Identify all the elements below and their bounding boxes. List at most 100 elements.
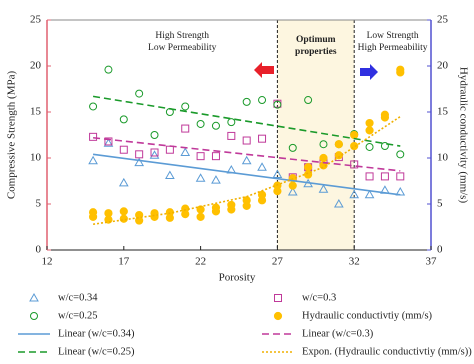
marker [257, 162, 267, 171]
marker [181, 102, 190, 111]
marker [227, 200, 236, 210]
marker [118, 177, 129, 187]
left-arrow [254, 62, 274, 78]
marker [165, 170, 175, 179]
y-tick-label: 5 [36, 198, 42, 210]
y-tick-label: 10 [30, 152, 42, 164]
marker [211, 175, 221, 184]
marker [211, 152, 220, 161]
marker [287, 187, 298, 196]
marker [288, 143, 297, 152]
region-label: properties [295, 47, 337, 57]
marker [304, 163, 313, 172]
marker [258, 96, 267, 105]
y-tick-label: 0 [36, 244, 42, 256]
marker [380, 142, 389, 151]
x-tick-label: 17 [118, 256, 130, 268]
legend-label: w/c=0.3 [302, 292, 336, 303]
marker [88, 208, 98, 217]
legend-label: Linear (w/c=0.34) [58, 328, 135, 339]
marker [195, 173, 206, 182]
marker [119, 145, 128, 154]
x-tick-label: 22 [195, 256, 206, 268]
y2-tick-label: 15 [437, 106, 449, 118]
marker [227, 118, 236, 127]
x-tick-label: 37 [426, 256, 438, 268]
marker [396, 65, 405, 74]
y2-tick-label: 5 [437, 198, 443, 210]
annotation: High Permeability [358, 43, 428, 53]
marker [395, 187, 406, 196]
trend-line [92, 95, 401, 147]
marker [365, 142, 374, 151]
marker [396, 172, 405, 181]
marker [119, 115, 128, 124]
marker [135, 150, 144, 159]
marker [211, 121, 220, 130]
legend-marker [29, 292, 39, 302]
legend-marker [30, 312, 38, 320]
marker [89, 102, 98, 111]
y2-axis-title: Hydraulic conductivity (mm/s) [457, 67, 469, 204]
marker [273, 100, 282, 109]
marker [350, 130, 359, 140]
marker [396, 150, 405, 159]
legend-label: Hydraulic conductivtiy (mm/s) [302, 310, 433, 321]
y2-tick-label: 10 [437, 152, 449, 164]
marker [241, 155, 252, 165]
legend-marker [274, 294, 282, 302]
optimum-region [277, 20, 355, 250]
legend-label: Linear (w/c=0.3) [302, 328, 374, 339]
y2-tick-label: 0 [437, 244, 443, 256]
marker [119, 207, 128, 216]
x-tick-label: 32 [349, 256, 360, 268]
x-axis-title: Porosity [219, 272, 256, 284]
marker [319, 153, 328, 163]
annotation: High Strength [155, 31, 209, 41]
marker [134, 157, 145, 167]
marker [365, 126, 374, 135]
marker [318, 184, 329, 193]
y2-tick-label: 20 [437, 60, 449, 72]
marker [103, 138, 114, 147]
marker [211, 203, 221, 212]
marker [350, 160, 359, 169]
y-tick-label: 20 [30, 60, 42, 72]
trend-line [92, 153, 401, 196]
legend-label: Linear (w/c=0.25) [58, 346, 135, 357]
marker [333, 198, 344, 208]
marker [104, 209, 113, 218]
legend-marker [273, 311, 283, 321]
marker [104, 65, 113, 74]
marker [272, 169, 283, 179]
marker [304, 96, 313, 105]
marker [135, 89, 144, 98]
marker [319, 140, 328, 149]
legend-label: Expon. (Hydraulic conductivtiy (mm/s)) [302, 346, 472, 357]
legend-label: w/c=0.25 [58, 310, 97, 321]
y-tick-label: 15 [30, 106, 42, 118]
marker [334, 140, 343, 149]
legend-label: w/c=0.34 [58, 292, 98, 303]
y-axis-title: Compressive Strength (MPa) [6, 71, 18, 200]
marker [150, 148, 159, 157]
marker [196, 152, 205, 161]
marker [149, 150, 160, 159]
marker [89, 132, 98, 141]
marker [88, 155, 98, 165]
region-label: Optimum [296, 35, 336, 45]
right-arrow [360, 64, 378, 80]
marker [242, 97, 251, 106]
marker [181, 124, 190, 133]
marker [104, 137, 113, 146]
marker [365, 118, 374, 128]
y2-tick-label: 25 [437, 14, 449, 26]
y-tick-label: 25 [30, 14, 42, 26]
marker [196, 212, 205, 221]
marker [180, 147, 191, 156]
trend-line [92, 115, 401, 226]
trend-line [92, 136, 401, 172]
marker [380, 172, 389, 181]
marker [227, 131, 236, 140]
